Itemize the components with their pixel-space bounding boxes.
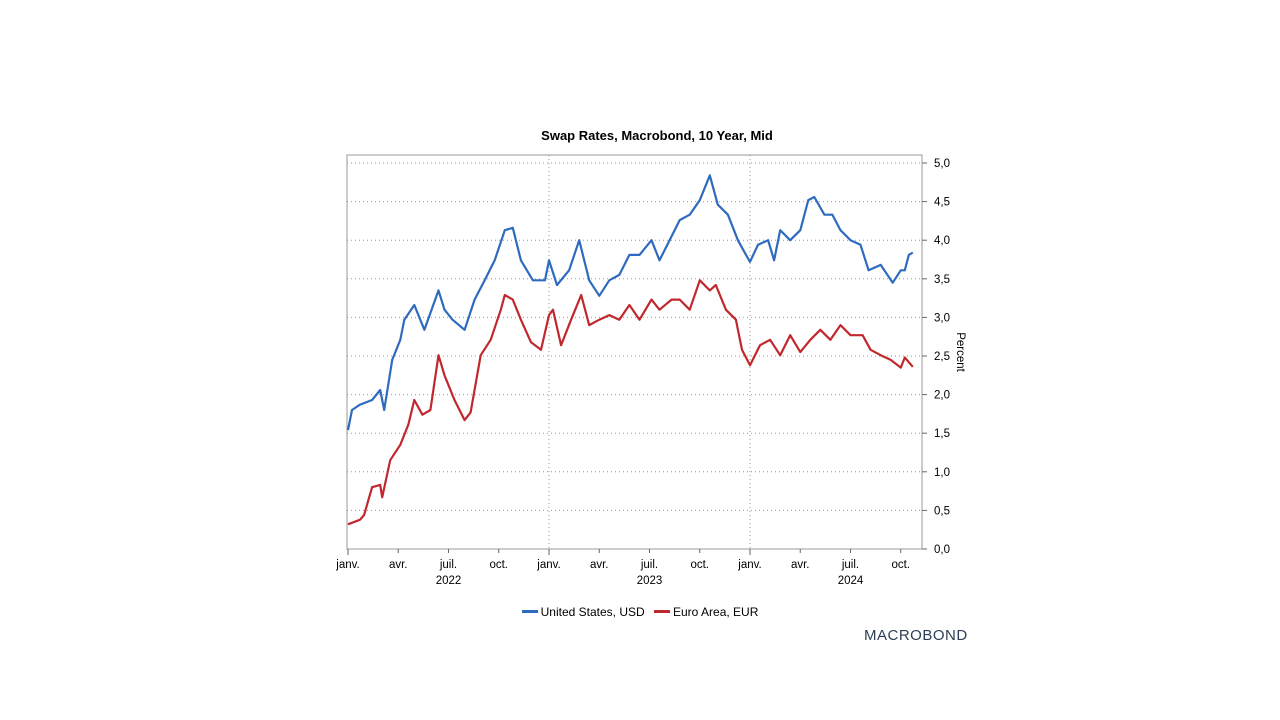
y-tick-label: 0,5 [934,505,950,517]
x-axis: janv. avr. juil. oct. janv. avr. juil. oct. janv… [335,549,910,587]
x-year-label: 2022 [436,575,462,587]
series-line-eur [347,279,914,526]
x-tick-label: avr. [791,559,810,571]
macrobond-logo: MACROBOND [864,627,968,644]
x-tick-label: oct. [690,559,709,571]
grid [347,155,922,549]
y-tick-label: 0,0 [934,544,950,556]
x-tick-label: juil. [640,559,658,571]
legend-swatch [654,610,670,613]
y-tick-label: 3,0 [934,312,950,324]
x-tick-label: avr. [389,559,408,571]
y-tick-label: 1,5 [934,428,950,440]
y-tick-label: 5,0 [934,158,950,170]
legend-label: United States, USD [540,604,645,619]
series-group [346,174,914,526]
x-tick-label: oct. [489,559,508,571]
x-year-label: 2023 [637,575,663,587]
legend-item-eur: Euro Area, EUR [654,605,758,619]
legend: United States, USD Euro Area, EUR [0,602,1280,619]
legend-label: Euro Area, EUR [673,604,759,619]
x-tick-label: janv. [536,559,560,571]
y-axis: 0,0 0,5 1,0 1,5 2,0 2,5 3,0 3,5 4,0 4,5 5,0 [922,158,950,556]
legend-swatch [521,610,538,613]
plot-frame [346,154,923,550]
x-tick-label: janv. [737,559,761,571]
y-tick-label: 2,5 [934,351,950,363]
chart-title: Swap Rates, Macrobond, 10 Year, Mid [541,128,773,143]
y-tick-label: 3,5 [934,274,950,286]
series-line-usd [346,174,914,431]
y-tick-label: 1,0 [934,467,950,479]
legend-item-usd: United States, USD [521,604,645,619]
x-tick-label: juil. [841,559,859,571]
x-tick-label: oct. [891,559,910,571]
y-tick-label: 4,5 [934,197,950,209]
x-tick-label: avr. [590,559,609,571]
x-tick-label: juil. [439,559,457,571]
y-tick-label: 4,0 [934,235,950,247]
x-tick-label: janv. [335,559,359,571]
x-year-label: 2024 [838,575,864,587]
line-chart: 0,0 0,5 1,0 1,5 2,0 2,5 3,0 3,5 4,0 4,5 5,0 janv. a… [335,154,966,587]
y-tick-label: 2,0 [934,390,950,402]
y-axis-label: Percent [954,332,966,372]
